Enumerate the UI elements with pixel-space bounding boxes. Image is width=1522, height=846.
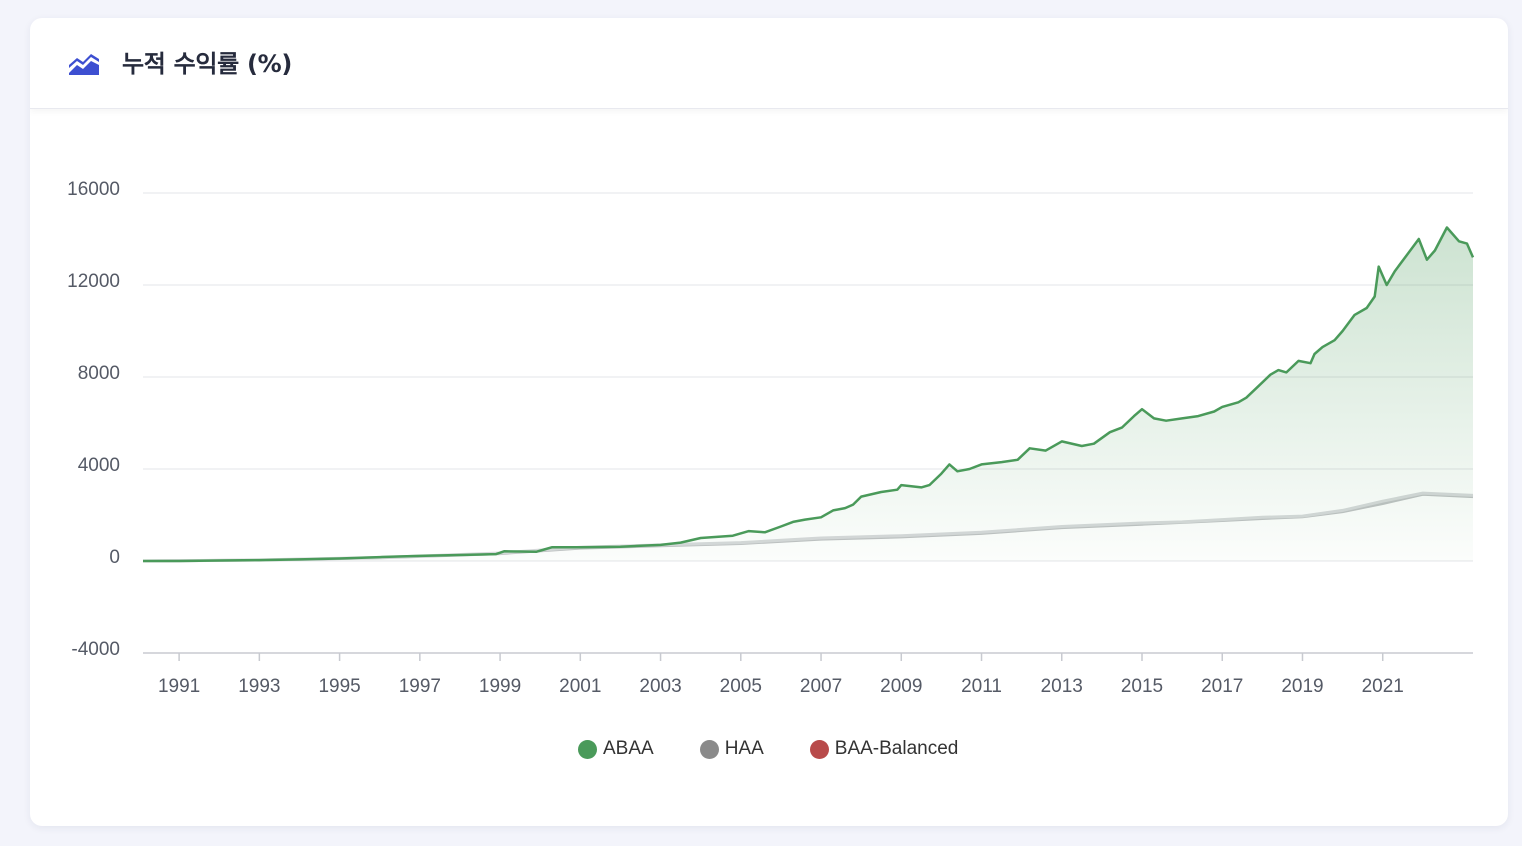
x-tick-label: 2005 bbox=[720, 676, 762, 697]
legend-item-abaa[interactable]: ABAA bbox=[578, 738, 654, 760]
y-tick-label: 0 bbox=[109, 547, 120, 568]
legend-label-baa-balanced: BAA-Balanced bbox=[834, 738, 959, 759]
legend-item-baa-balanced[interactable]: BAA-Balanced bbox=[809, 738, 959, 760]
x-tick-label: 1995 bbox=[318, 676, 360, 697]
x-tick-label: 2015 bbox=[1121, 676, 1163, 697]
legend-swatch-haa bbox=[699, 739, 719, 759]
x-tick-label: 2021 bbox=[1362, 676, 1404, 697]
y-tick-label: 16000 bbox=[67, 179, 120, 200]
x-tick-label: 2003 bbox=[639, 676, 681, 697]
page-title: 누적 수익률 (%) bbox=[122, 50, 293, 78]
y-tick-label: 8000 bbox=[78, 363, 120, 384]
legend-label-abaa: ABAA bbox=[603, 738, 654, 759]
x-tick-label: 2019 bbox=[1281, 676, 1323, 697]
card-header: 누적 수익률 (%) bbox=[30, 18, 1508, 109]
legend-swatch-baa-balanced bbox=[809, 739, 829, 759]
x-tick-label: 1993 bbox=[238, 676, 280, 697]
y-tick-label: -4000 bbox=[71, 639, 120, 660]
x-tick-label: 2009 bbox=[880, 676, 922, 697]
x-tick-label: 1997 bbox=[399, 676, 441, 697]
x-tick-label: 2007 bbox=[800, 676, 842, 697]
area-chart-icon bbox=[69, 54, 99, 75]
series-area-abaa bbox=[143, 227, 1473, 561]
x-tick-label: 1999 bbox=[479, 676, 521, 697]
legend-label-haa: HAA bbox=[724, 738, 764, 759]
legend: ABAA HAA BAA-Balanced bbox=[578, 738, 1004, 760]
x-tick-label: 1991 bbox=[158, 676, 200, 697]
x-tick-label: 2017 bbox=[1201, 676, 1243, 697]
legend-item-haa[interactable]: HAA bbox=[699, 738, 764, 760]
legend-swatch-abaa bbox=[578, 739, 597, 759]
x-tick-label: 2013 bbox=[1041, 676, 1083, 697]
y-tick-label: 4000 bbox=[78, 455, 120, 476]
x-tick-label: 2011 bbox=[961, 676, 1002, 697]
series-line-abaa bbox=[143, 226, 1475, 563]
x-tick-label: 2001 bbox=[559, 676, 601, 697]
y-tick-label: 12000 bbox=[67, 271, 120, 292]
